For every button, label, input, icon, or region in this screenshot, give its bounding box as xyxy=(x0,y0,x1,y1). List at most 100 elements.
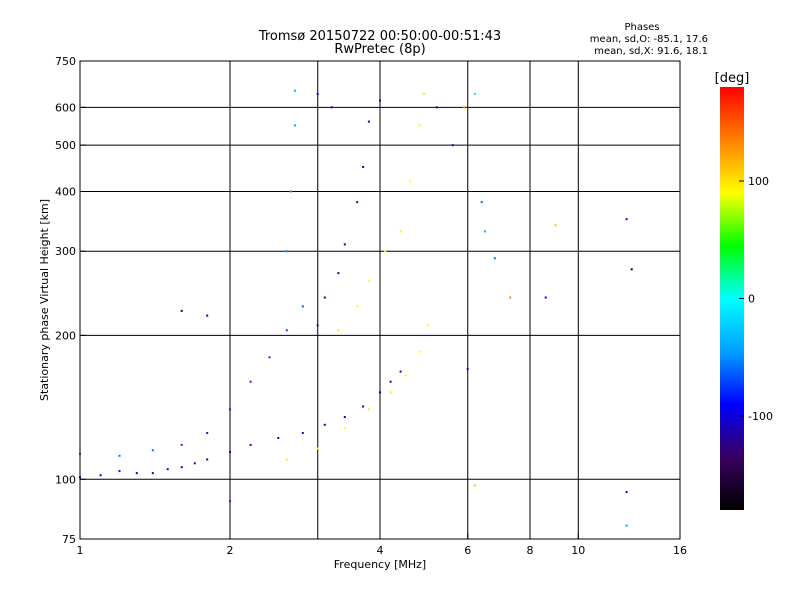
scatter-point xyxy=(435,106,438,109)
x-tick-label: 16 xyxy=(673,544,687,557)
scatter-point xyxy=(451,144,454,147)
scatter-point xyxy=(367,120,370,123)
scatter-point xyxy=(323,423,326,426)
scatter-point xyxy=(625,491,628,494)
scatter-point xyxy=(277,437,280,439)
x-axis-label: Frequency [MHz] xyxy=(334,558,426,571)
scatter-point xyxy=(193,462,196,465)
y-tick-label: 750 xyxy=(55,55,76,68)
scatter-point xyxy=(466,368,469,371)
x-tick-label: 6 xyxy=(464,544,471,557)
scatter-point xyxy=(399,230,402,233)
x-tick-label: 1 xyxy=(77,544,84,557)
scatter-point xyxy=(409,180,412,183)
data-points xyxy=(79,89,633,527)
scatter-point xyxy=(343,416,346,418)
scatter-point xyxy=(316,447,319,450)
y-tick-label: 600 xyxy=(55,101,76,114)
scatter-point xyxy=(384,250,387,253)
scatter-point xyxy=(180,466,183,469)
scatter-point xyxy=(229,408,231,411)
scatter-point xyxy=(206,314,209,317)
x-axis-ticks: 1 2 4 6 8 10 16 xyxy=(77,533,687,557)
colorbar-tick-label: -100 xyxy=(748,410,773,423)
scatter-point xyxy=(323,296,326,299)
colorbar-tick-label: 0 xyxy=(748,293,755,306)
scatter-point xyxy=(480,201,483,204)
scatter-point xyxy=(268,356,271,359)
scatter-point xyxy=(99,474,102,477)
colorbar-tick-label: 100 xyxy=(748,175,769,188)
scatter-point xyxy=(118,470,121,473)
scatter-point xyxy=(249,380,252,383)
scatter-point xyxy=(249,443,252,446)
scatter-point xyxy=(166,468,169,471)
colorbar-ticks: 100 0 -100 xyxy=(739,175,773,423)
x-tick-label: 8 xyxy=(527,544,534,557)
y-tick-label: 200 xyxy=(55,329,76,342)
scatter-point xyxy=(118,454,121,457)
scatter-point xyxy=(135,472,138,475)
scatter-point xyxy=(206,458,209,461)
scatter-point xyxy=(316,92,319,95)
scatter-point xyxy=(463,106,466,109)
x-tick-label: 10 xyxy=(571,544,585,557)
scatter-point xyxy=(285,250,288,253)
y-tick-label: 400 xyxy=(55,185,76,198)
scatter-point xyxy=(473,92,476,95)
scatter-point xyxy=(379,391,381,394)
scatter-point xyxy=(151,449,154,452)
scatter-point xyxy=(151,472,154,475)
scatter-point xyxy=(427,324,430,327)
scatter-point xyxy=(389,380,392,383)
scatter-point xyxy=(389,391,392,394)
scatter-point xyxy=(301,432,304,434)
scatter-point xyxy=(418,124,421,127)
y-tick-label: 75 xyxy=(62,533,76,546)
scatter-point xyxy=(379,99,381,102)
scatter-point xyxy=(285,458,288,461)
scatter-point xyxy=(285,329,288,332)
chart-title: Tromsø 20150722 00:50:00-00:51:43 xyxy=(258,29,501,44)
grid-lines xyxy=(80,61,680,539)
scatter-point xyxy=(356,201,359,204)
scatter-point xyxy=(367,279,370,282)
scatter-point xyxy=(399,370,402,373)
scatter-point xyxy=(330,106,333,109)
scatter-point xyxy=(229,500,231,503)
scatter-point xyxy=(316,324,319,327)
scatter-point xyxy=(293,124,296,127)
scatter-point xyxy=(630,268,633,271)
colorbar-label: [deg] xyxy=(715,71,750,86)
x-tick-label: 4 xyxy=(377,544,384,557)
phases-title: Phases xyxy=(624,22,659,33)
x-tick-label: 2 xyxy=(227,544,234,557)
y-tick-label: 300 xyxy=(55,245,76,258)
scatter-point xyxy=(404,374,407,377)
y-axis-ticks: 75 100 200 300 400 500 600 750 xyxy=(55,55,86,546)
scatter-point xyxy=(337,272,340,275)
scatter-point xyxy=(356,305,359,308)
scatter-point xyxy=(180,443,183,446)
scatter-point xyxy=(301,305,304,308)
scatter-point xyxy=(493,257,496,260)
scatter-point xyxy=(418,350,421,353)
scatter-point xyxy=(544,296,547,299)
scatter-point xyxy=(422,92,425,95)
chart-subtitle: RwPretec (8p) xyxy=(334,42,425,57)
phases-line-x: mean, sd,X: 91.6, 18.1 xyxy=(594,46,708,57)
y-axis-label: Stationary phase Virtual Height [km] xyxy=(38,199,51,401)
scatter-point xyxy=(337,329,340,332)
scatter-point xyxy=(473,484,476,487)
scatter-point xyxy=(509,296,512,299)
scatter-point xyxy=(484,230,487,233)
y-tick-label: 500 xyxy=(55,139,76,152)
scatter-point xyxy=(289,190,292,193)
scatter-point xyxy=(362,405,365,408)
scatter-point xyxy=(293,89,296,92)
scatter-point xyxy=(180,309,183,312)
scatter-point xyxy=(362,166,365,168)
scatter-point xyxy=(229,451,231,454)
scatter-point xyxy=(206,432,209,434)
